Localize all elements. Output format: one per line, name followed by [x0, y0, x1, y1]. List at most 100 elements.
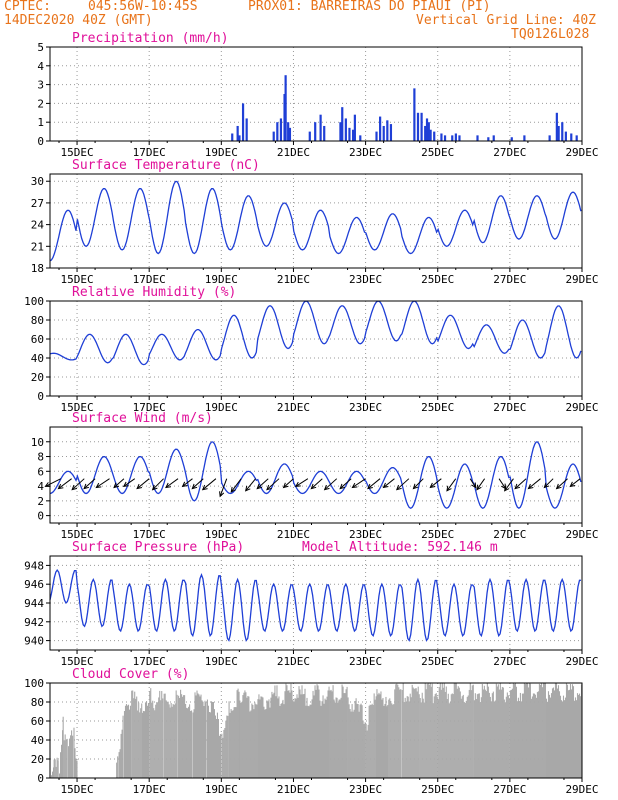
- series-line: [49, 180, 582, 262]
- cloud-bar: [283, 704, 285, 778]
- x-tick-label: 29DEC: [565, 273, 598, 286]
- cloud-bar: [330, 689, 332, 778]
- wind-arrow-head: [181, 481, 188, 488]
- wind-arrow-head: [367, 483, 373, 490]
- wind-arrow-head: [501, 483, 507, 490]
- y-tick-label: 18: [31, 262, 44, 275]
- cloud-bar: [539, 684, 541, 778]
- cloud-bar: [478, 693, 480, 778]
- x-tick-label: 15DEC: [60, 783, 93, 796]
- x-tick-label: 15DEC: [60, 273, 93, 286]
- cloud-bar: [219, 734, 221, 778]
- x-tick-label: 21DEC: [277, 528, 310, 541]
- cloud-bar: [159, 690, 161, 778]
- cloud-bar: [579, 696, 582, 778]
- precip-bar: [319, 114, 322, 141]
- cloud-bar: [382, 697, 384, 778]
- wind-arrow: [219, 478, 228, 497]
- wind-arrow: [556, 478, 568, 489]
- cloud-bar: [156, 702, 158, 778]
- cloud-bar: [415, 688, 417, 778]
- cloud-bar: [392, 704, 394, 778]
- cloud-bar: [566, 684, 569, 778]
- cloud-bar: [570, 689, 573, 778]
- cloud-bar: [236, 690, 238, 778]
- cloud-bar: [389, 698, 391, 778]
- wind-arrow: [543, 478, 554, 488]
- precip-bar: [359, 135, 362, 141]
- cloud-bar: [516, 701, 518, 778]
- cloud-bar: [66, 738, 68, 778]
- x-tick-label: 27DEC: [493, 401, 526, 414]
- cloud-bar: [126, 705, 129, 778]
- cloud-bar: [213, 709, 215, 778]
- wind-arrow-head: [446, 485, 452, 492]
- wind-arrow-head: [282, 482, 289, 489]
- cloud-bar: [395, 684, 397, 778]
- cloud-bar: [497, 684, 499, 778]
- cloud-bar: [122, 715, 124, 778]
- wind-arrow-head: [95, 482, 102, 489]
- cloud-bar: [224, 728, 226, 778]
- y-tick-label: 60: [31, 715, 44, 728]
- cloud-bar: [57, 760, 59, 778]
- cloud-bar: [203, 706, 205, 778]
- cloud-bar: [191, 710, 193, 778]
- cloud-bar: [207, 705, 209, 778]
- precip-bar: [458, 135, 461, 141]
- wind-arrow-head: [113, 482, 120, 489]
- cloud-bar: [231, 710, 233, 778]
- x-tick-label: 29DEC: [565, 401, 598, 414]
- cloud-bar: [446, 698, 448, 778]
- plot-frame: [49, 300, 583, 397]
- cloud-bar: [166, 701, 168, 778]
- model-altitude-label: Model Altitude: 592.146 m: [302, 540, 498, 555]
- y-tick-label: 60: [31, 333, 44, 346]
- cloud-bar: [328, 686, 330, 778]
- precip-bar: [433, 131, 436, 141]
- precip-bar: [555, 112, 558, 141]
- wind-arrow-head: [191, 483, 198, 490]
- cloud-bar: [307, 705, 309, 778]
- cloud-bar: [472, 684, 474, 778]
- cloud-bar: [560, 700, 563, 778]
- y-tick-label: 946: [24, 578, 44, 591]
- x-tick-label: 21DEC: [277, 146, 310, 159]
- cloud-bar: [523, 683, 525, 778]
- header-grid-line: Vertical Grid Line: 40Z: [416, 13, 597, 28]
- cloud-bar: [480, 697, 482, 778]
- precip-bar: [487, 137, 490, 141]
- y-tick-label: 27: [31, 197, 44, 210]
- cloud-bar: [350, 711, 352, 778]
- cloud-bar: [344, 693, 346, 778]
- cloud-bar: [320, 705, 322, 778]
- cloud-bar: [428, 684, 430, 778]
- cloud-bar: [349, 709, 351, 778]
- wind-arrow-head: [266, 484, 272, 491]
- cloud-bar: [433, 696, 435, 778]
- cloud-bar: [167, 701, 169, 778]
- cloud-bar: [179, 697, 181, 778]
- cloud-bar: [562, 695, 565, 778]
- cloud-bar: [181, 694, 183, 778]
- cloud-bar: [255, 704, 257, 778]
- y-tick-label: 1: [37, 116, 44, 129]
- cloud-bar: [527, 687, 529, 778]
- cloud-bar: [573, 700, 576, 778]
- cloud-bar: [233, 707, 235, 778]
- cloud-bar: [578, 693, 581, 778]
- cloud-bar: [536, 692, 538, 778]
- precip-bar: [241, 103, 245, 141]
- y-tick-label: 10: [31, 436, 44, 449]
- cloud-bar: [178, 695, 180, 778]
- wind-arrow: [71, 478, 85, 491]
- cloud-bar: [243, 692, 245, 778]
- cloud-bar: [132, 690, 134, 778]
- cloud-bar: [315, 689, 317, 778]
- cloud-bar: [421, 692, 423, 778]
- cloud-bar: [546, 701, 549, 778]
- cloud-bar: [494, 700, 496, 778]
- cloud-bar: [265, 708, 267, 778]
- panel-4: 940 942 944 946 948 15DEC 17DEC 19DEC 21DEC 23DEC…: [24, 540, 598, 668]
- x-tick-label: 29DEC: [565, 528, 598, 541]
